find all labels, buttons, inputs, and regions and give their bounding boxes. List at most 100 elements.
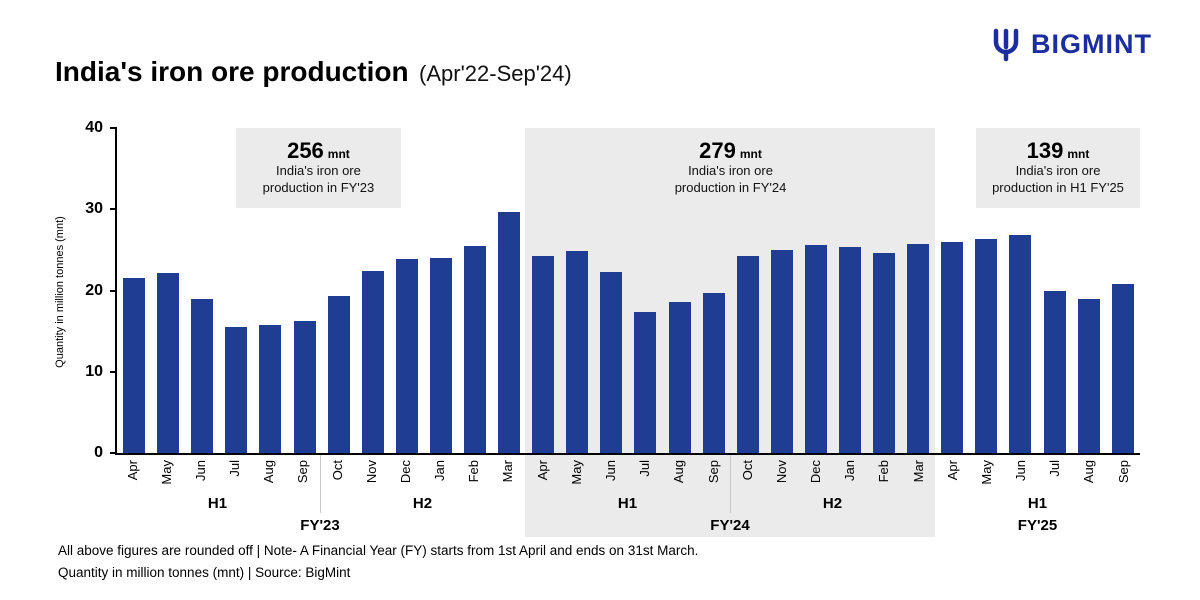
- bar-slot: [322, 128, 356, 453]
- month-label: Apr: [935, 455, 969, 495]
- month-label: Oct: [320, 455, 354, 495]
- bar-fy24-dec: [804, 245, 827, 453]
- bar-slot: [1003, 128, 1037, 453]
- y-tick-label: 30: [85, 200, 103, 218]
- annotation-fy24-headline: 279 mnt: [699, 138, 762, 164]
- bar-fy23-sep: [293, 321, 316, 453]
- annotation-h1-fy25-line1: India's iron ore: [1015, 163, 1101, 179]
- month-label: Aug: [1072, 455, 1106, 495]
- month-label: Aug: [662, 455, 696, 495]
- footnote-line1: All above figures are rounded off | Note…: [58, 543, 699, 558]
- month-label: Feb: [867, 455, 901, 495]
- month-label-text: Aug: [1081, 460, 1097, 484]
- bar-fy24-feb: [873, 253, 896, 453]
- bar-fy23-mar: [498, 211, 521, 453]
- bar-fy24-apr: [532, 255, 555, 453]
- bar-fy23-apr: [123, 278, 146, 453]
- y-tick-mark: [110, 289, 117, 292]
- annotation-fy24-value: 279: [699, 138, 736, 164]
- bar-slot: [731, 128, 765, 453]
- annotation-fy23-headline: 256 mnt: [287, 138, 350, 163]
- annotation-fy23-line1: India's iron ore: [276, 163, 361, 179]
- bar-slot: [492, 128, 526, 453]
- month-label-text: Apr: [944, 460, 960, 481]
- y-axis-title: Quantity in million tonnes (mnt): [54, 216, 66, 368]
- month-label: May: [969, 455, 1003, 495]
- annotation-h1-fy25-line2: production in H1 FY'25: [992, 180, 1124, 196]
- bar-fy25-jun: [1009, 235, 1032, 453]
- y-tick-mark: [110, 127, 117, 129]
- half-label: H2: [822, 495, 843, 512]
- month-label: Jul: [1038, 455, 1072, 495]
- month-label-text: Mar: [910, 460, 926, 483]
- bar-slot: [185, 128, 219, 453]
- brand-logo: BIGMINT: [988, 26, 1152, 62]
- half-label: H1: [617, 495, 638, 512]
- month-label-text: Dec: [397, 460, 413, 484]
- month-label-text: Sep: [705, 460, 721, 484]
- bar-fy23-may: [157, 272, 180, 453]
- plot-area: 0 10 20 30 40: [85, 120, 1140, 461]
- month-label-text: Sep: [295, 460, 311, 484]
- bar-slot: [697, 128, 731, 453]
- month-label-text: Sep: [1115, 460, 1131, 484]
- month-label: Jun: [1003, 455, 1037, 495]
- month-label: Jul: [218, 455, 252, 495]
- bar-fy23-jun: [191, 298, 214, 453]
- half-label: H2: [412, 495, 433, 512]
- annotation-h1-fy25-value: 139: [1026, 138, 1064, 164]
- month-label-text: Nov: [363, 460, 379, 484]
- month-label-text: Oct: [329, 460, 345, 481]
- month-label: Aug: [252, 455, 286, 495]
- month-label: Oct: [730, 455, 764, 495]
- y-tick-label: 40: [85, 119, 103, 136]
- month-label-text: Jan: [432, 460, 448, 481]
- month-label: Jun: [183, 455, 217, 495]
- month-label-text: Feb: [466, 460, 482, 483]
- month-label: Feb: [457, 455, 491, 495]
- month-label: Jul: [628, 455, 662, 495]
- bar-fy23-oct: [327, 296, 350, 453]
- bar-fy23-aug: [259, 324, 282, 453]
- annotation-fy24-line2: production in FY'24: [674, 180, 787, 196]
- month-label-text: Apr: [124, 460, 140, 481]
- group-separator: [730, 455, 731, 513]
- bar-slot: [117, 128, 151, 453]
- bar-slot: [1072, 128, 1106, 453]
- bar-slot: [765, 128, 799, 453]
- month-label-text: Jun: [1013, 460, 1029, 481]
- bar-slot: [458, 128, 492, 453]
- bars-row: [117, 128, 1140, 453]
- annotation-h1-fy25-unit: mnt: [1067, 147, 1090, 162]
- month-label-text: Jul: [227, 460, 243, 477]
- month-label-text: Dec: [808, 460, 824, 484]
- annotation-fy23: 256 mnt India's iron ore production in F…: [235, 128, 401, 208]
- bigmint-icon: [993, 28, 1019, 62]
- bar-fy23-jan: [429, 258, 452, 453]
- bar-fy25-jul: [1043, 290, 1066, 453]
- annotation-h1-fy25: 139 mnt India's iron ore production in H…: [976, 128, 1140, 208]
- month-label: May: [559, 455, 593, 495]
- bar-slot: [356, 128, 390, 453]
- month-label-text: Oct: [739, 460, 755, 481]
- month-label-text: Feb: [876, 460, 892, 483]
- bar-slot: [526, 128, 560, 453]
- month-label: Sep: [1106, 455, 1140, 495]
- bar-fy23-dec: [395, 258, 418, 453]
- y-tick-mark: [110, 452, 117, 454]
- month-label: Apr: [115, 455, 149, 495]
- bar-fy23-jul: [225, 327, 248, 453]
- bar-slot: [935, 128, 969, 453]
- month-label-text: Jun: [602, 460, 618, 481]
- bar-fy23-feb: [463, 245, 486, 453]
- bar-slot: [833, 128, 867, 453]
- bar-slot: [287, 128, 321, 453]
- month-label: Sep: [696, 455, 730, 495]
- fy-label: FY'25: [1017, 516, 1058, 534]
- month-label: Dec: [798, 455, 832, 495]
- bar-slot: [1038, 128, 1072, 453]
- month-label: May: [149, 455, 183, 495]
- month-label: Nov: [764, 455, 798, 495]
- y-tick-mark: [110, 208, 117, 211]
